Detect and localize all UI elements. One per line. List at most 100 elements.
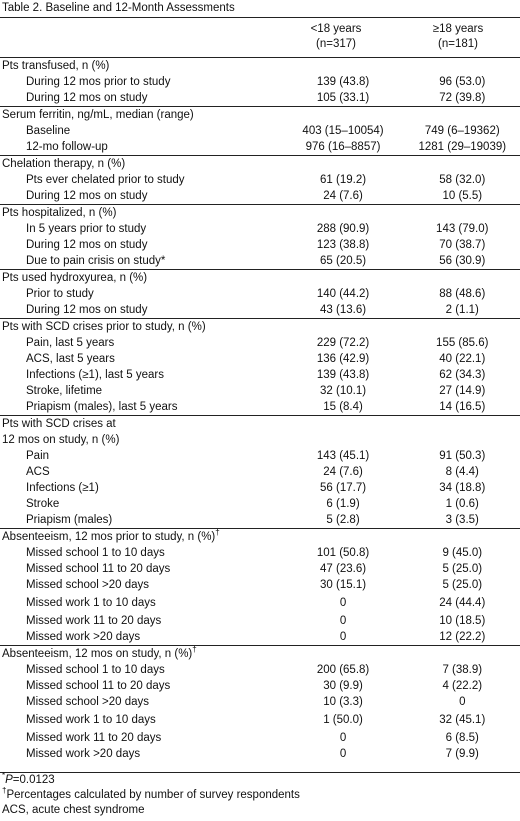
section-title: Pts with SCD crises prior to study, n (%… — [2, 321, 206, 333]
row-label: Missed work >20 days — [26, 631, 141, 643]
value-under-18: 288 (90.9) — [316, 223, 370, 235]
value-18-and-over: 8 (4.4) — [445, 466, 479, 478]
value-under-18: 56 (17.7) — [320, 482, 367, 494]
row-label: Priapism (males), last 5 years — [26, 401, 178, 413]
table-row: Priapism (males), last 5 years 15 (8.4) 14… — [0, 399, 520, 415]
value-18-and-over: 0 — [459, 696, 466, 708]
section-title: Absenteeism, 12 mos prior to study, n (%… — [2, 528, 220, 543]
value-under-18: 140 (44.2) — [316, 288, 370, 300]
table-row: During 12 mos prior to study 139 (43.8) 96… — [0, 74, 520, 90]
value-under-18: 30 (15.1) — [320, 579, 367, 591]
footnote-abbreviations: ACS, acute chest syndrome — [2, 804, 145, 816]
row-label: Missed school 11 to 20 days — [26, 680, 171, 692]
table-body: Pts transfused, n (%) During 12 mos prior… — [0, 58, 520, 762]
table-row: During 12 mos on study 24 (7.6) 10 (5.5) — [0, 188, 520, 204]
section-header: Pts transfused, n (%) — [0, 58, 520, 74]
value-18-and-over: 32 (45.1) — [439, 714, 486, 726]
value-18-and-over: 143 (79.0) — [436, 223, 489, 235]
value-18-and-over: 5 (25.0) — [442, 579, 483, 591]
table-caption: Table 2. Baseline and 12-Month Assessmen… — [0, 0, 520, 18]
value-18-and-over: 749 (6–19362) — [424, 125, 500, 137]
table-row: Infections (≥1) 56 (17.7) 34 (18.8) — [0, 480, 520, 496]
table-row: Due to pain crisis on study* 65 (20.5) 56 … — [0, 253, 520, 269]
value-18-and-over: 1 (0.6) — [445, 498, 479, 510]
value-18-and-over: 9 (45.0) — [442, 547, 483, 559]
row-label: Missed school >20 days — [26, 696, 150, 708]
value-under-18: 0 — [339, 597, 347, 609]
value-18-and-over: 88 (48.6) — [439, 288, 486, 300]
value-under-18: 139 (43.8) — [316, 369, 370, 381]
value-under-18: 105 (33.1) — [316, 92, 370, 104]
section-header-continued: 12 mos on study, n (%) — [0, 432, 520, 448]
value-under-18: 143 (45.1) — [316, 450, 370, 462]
value-under-18: 32 (10.1) — [320, 385, 367, 397]
table-row: Infections (≥1), last 5 years 139 (43.8) 6… — [0, 367, 520, 383]
table-row: 12-mo follow-up 976 (16–8857) 1281 (29–190… — [0, 139, 520, 155]
table-row: Missed work 1 to 10 days 1 (50.0) 32 (45.1… — [0, 710, 520, 730]
section-header: Chelation therapy, n (%) — [0, 155, 520, 172]
value-18-and-over: 96 (53.0) — [439, 76, 486, 88]
row-label: In 5 years prior to study — [26, 223, 147, 235]
table-row: Missed school 1 to 10 days 101 (50.8) 9 (4… — [0, 545, 520, 561]
column-n: (n=317) — [316, 38, 356, 50]
value-18-and-over: 10 (5.5) — [442, 190, 483, 202]
value-18-and-over: 34 (18.8) — [439, 482, 486, 494]
value-18-and-over: 155 (85.6) — [436, 337, 489, 349]
section-title: Chelation therapy, n (%) — [2, 158, 126, 170]
table-footnotes: *P=0.0123 †Percentages calculated by num… — [0, 772, 520, 818]
table-row: Missed work 11 to 20 days 0 6 (8.5) — [0, 730, 520, 746]
value-18-and-over: 7 (38.9) — [442, 664, 483, 676]
row-label: Baseline — [26, 125, 71, 137]
row-label: Pain — [26, 450, 50, 462]
value-under-18: 123 (38.8) — [316, 239, 370, 251]
column-under-18: <18 years (n=317) — [271, 22, 401, 52]
section-header: Pts used hydroxyurea, n (%) — [0, 269, 520, 286]
value-under-18: 30 (9.9) — [323, 680, 363, 692]
column-label: ≥18 years — [432, 23, 484, 35]
value-under-18: 136 (42.9) — [316, 353, 370, 365]
value-18-and-over: 12 (22.2) — [439, 631, 486, 643]
row-label: During 12 mos on study — [26, 190, 148, 202]
value-18-and-over: 1281 (29–19039) — [418, 141, 507, 153]
section-header: Absenteeism, 12 mos on study, n (%)† — [0, 645, 520, 662]
row-label: Priapism (males) — [26, 514, 113, 526]
value-18-and-over: 6 (8.5) — [445, 732, 479, 744]
value-under-18: 101 (50.8) — [316, 547, 370, 559]
value-under-18: 139 (43.8) — [316, 76, 370, 88]
row-label: During 12 mos on study — [26, 304, 148, 316]
table-row: Missed school 1 to 10 days 200 (65.8) 7 (3… — [0, 662, 520, 678]
value-18-and-over: 7 (9.9) — [445, 748, 479, 760]
value-under-18: 0 — [339, 732, 347, 744]
table-row: ACS, last 5 years 136 (42.9) 40 (22.1) — [0, 351, 520, 367]
value-under-18: 61 (19.2) — [320, 174, 367, 186]
row-label: Missed work 1 to 10 days — [26, 714, 156, 726]
row-label: 12-mo follow-up — [26, 141, 108, 153]
value-18-and-over: 4 (22.2) — [442, 680, 483, 692]
value-18-and-over: 14 (16.5) — [439, 401, 486, 413]
section-title-line-2: 12 mos on study, n (%) — [2, 434, 120, 446]
table-row: Pain, last 5 years 229 (72.2) 155 (85.6) — [0, 335, 520, 351]
value-under-18: 200 (65.8) — [316, 664, 370, 676]
value-under-18: 976 (16–8857) — [305, 141, 381, 153]
value-under-18: 1 (50.0) — [323, 714, 363, 726]
table-row: Missed work 11 to 20 days 0 10 (18.5) — [0, 613, 520, 629]
table-row: Pain 143 (45.1) 91 (50.3) — [0, 448, 520, 464]
value-18-and-over: 10 (18.5) — [439, 615, 486, 627]
value-under-18: 0 — [339, 631, 347, 643]
row-label: Prior to study — [26, 288, 94, 300]
value-under-18: 65 (20.5) — [320, 255, 367, 267]
row-label: During 12 mos on study — [26, 92, 148, 104]
row-label: Missed work 11 to 20 days — [26, 732, 162, 744]
value-18-and-over: 40 (22.1) — [439, 353, 486, 365]
section-header: Pts with SCD crises prior to study, n (%… — [0, 318, 520, 335]
table-row: Priapism (males) 5 (2.8) 3 (3.5) — [0, 512, 520, 528]
row-label: During 12 mos prior to study — [26, 76, 171, 88]
value-under-18: 403 (15–10054) — [302, 125, 384, 137]
footnote-p-value: *P=0.0123 — [2, 771, 55, 786]
table-row: Missed work 1 to 10 days 0 24 (44.4) — [0, 593, 520, 613]
section-title: Pts with SCD crises at — [2, 418, 116, 430]
value-18-and-over: 27 (14.9) — [439, 385, 486, 397]
section-header: Pts hospitalized, n (%) — [0, 204, 520, 221]
value-18-and-over: 70 (38.7) — [439, 239, 486, 251]
row-label: Due to pain crisis on study* — [26, 255, 166, 267]
